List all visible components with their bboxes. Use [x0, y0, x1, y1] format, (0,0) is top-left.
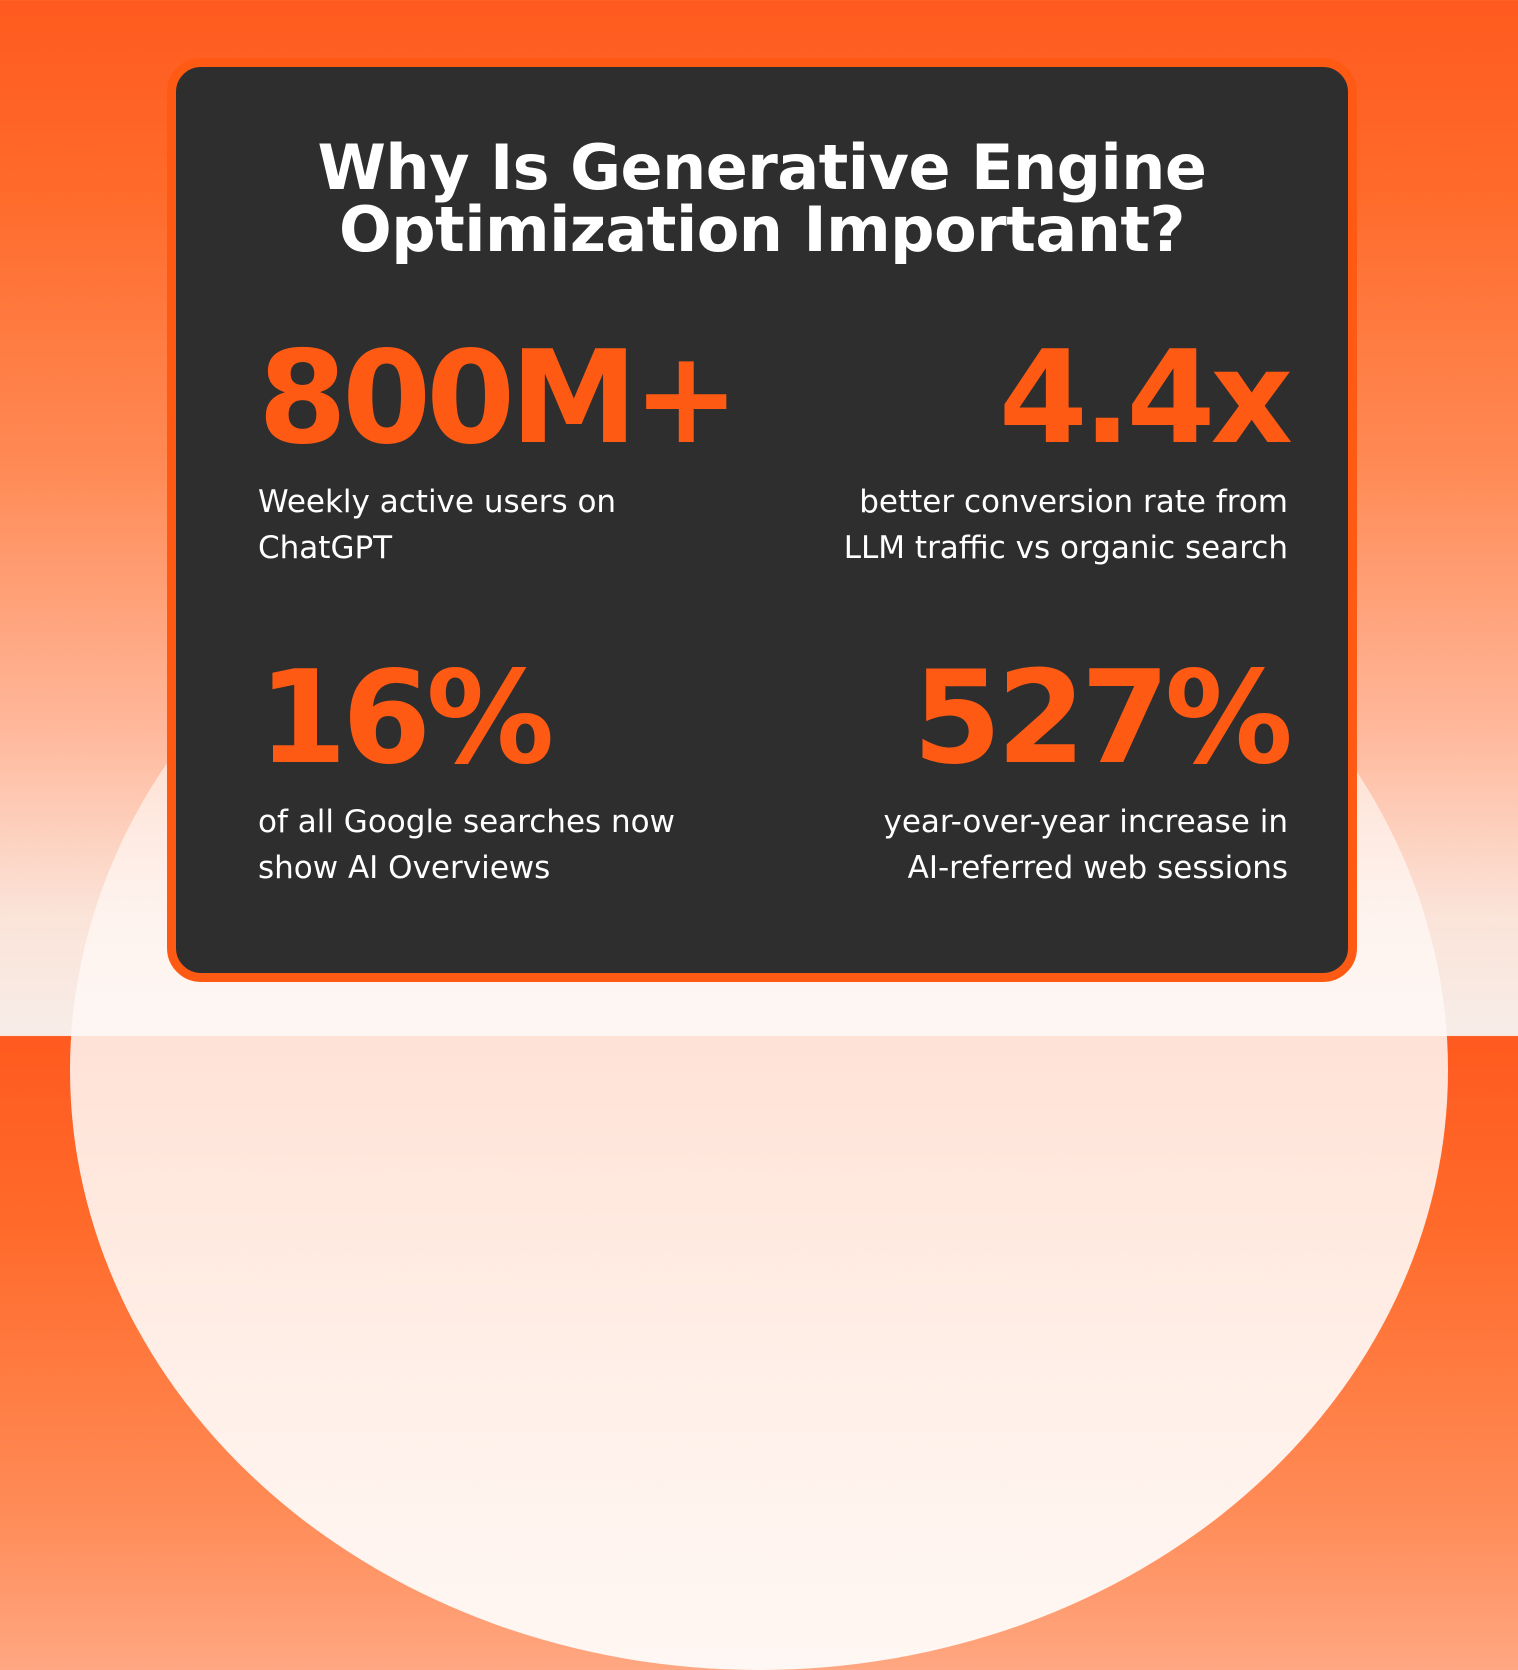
stats-card: Why Is Generative Engine Optimization Im…	[167, 58, 1357, 982]
card-title: Why Is Generative Engine Optimization Im…	[176, 137, 1348, 261]
stat-description: Weekly active users on ChatGPT	[258, 479, 798, 571]
stat-description-line-1: of all Google searches now	[258, 804, 676, 840]
stat-weekly-users: 800M+ Weekly active users on ChatGPT	[258, 335, 798, 571]
stat-description: of all Google searches now show AI Overv…	[258, 799, 798, 891]
stat-description-line-1: Weekly active users on	[258, 484, 617, 520]
stat-description-line-2: AI-referred web sessions	[907, 850, 1288, 886]
stat-description-line-2: LLM traffic vs organic search	[843, 530, 1288, 566]
stat-conversion-rate: 4.4x better conversion rate from LLM tra…	[748, 324, 1293, 571]
stat-value: 527%	[912, 644, 1293, 793]
stat-value: 16%	[258, 644, 554, 793]
stat-description-line-2: ChatGPT	[258, 530, 393, 566]
stat-description-line-1: year-over-year increase in	[883, 804, 1288, 840]
stat-value: 4.4x	[998, 324, 1293, 473]
stat-ai-overviews: 16% of all Google searches now show AI O…	[258, 655, 798, 891]
stat-ai-referred-sessions: 527% year-over-year increase in AI-refer…	[748, 644, 1293, 891]
stat-description-line-1: better conversion rate from	[859, 484, 1288, 520]
card-title-line-2: Optimization Important?	[339, 193, 1185, 266]
card-title-line-1: Why Is Generative Engine	[317, 131, 1207, 204]
stat-description: year-over-year increase in AI-referred w…	[748, 799, 1288, 891]
stat-description-line-2: show AI Overviews	[258, 850, 551, 886]
stat-value: 800M+	[258, 324, 740, 473]
stat-description: better conversion rate from LLM traffic …	[748, 479, 1288, 571]
